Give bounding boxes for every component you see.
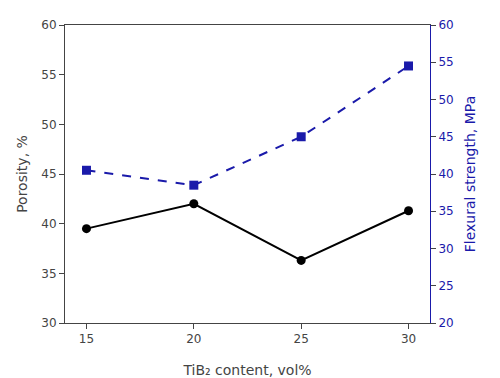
svg-text:25: 25 [294, 332, 309, 346]
svg-text:30: 30 [41, 316, 56, 330]
svg-text:50: 50 [438, 93, 453, 107]
svg-text:45: 45 [438, 130, 453, 144]
svg-text:35: 35 [438, 204, 453, 218]
svg-text:40: 40 [41, 217, 56, 231]
svg-text:60: 60 [41, 18, 56, 32]
svg-text:20: 20 [438, 316, 453, 330]
svg-text:15: 15 [79, 332, 94, 346]
svg-text:50: 50 [41, 118, 56, 132]
svg-text:20: 20 [186, 332, 201, 346]
svg-text:60: 60 [438, 18, 453, 32]
svg-text:25: 25 [438, 279, 453, 293]
svg-text:TiB₂ content, vol%: TiB₂ content, vol% [182, 362, 311, 378]
svg-text:55: 55 [41, 68, 56, 82]
svg-text:45: 45 [41, 167, 56, 181]
svg-text:Flexural strength, MPa: Flexural strength, MPa [462, 96, 478, 252]
svg-text:30: 30 [401, 332, 416, 346]
svg-text:35: 35 [41, 267, 56, 281]
svg-text:40: 40 [438, 167, 453, 181]
svg-text:55: 55 [438, 55, 453, 69]
svg-text:Porosity, %: Porosity, % [14, 135, 30, 213]
svg-text:30: 30 [438, 242, 453, 256]
